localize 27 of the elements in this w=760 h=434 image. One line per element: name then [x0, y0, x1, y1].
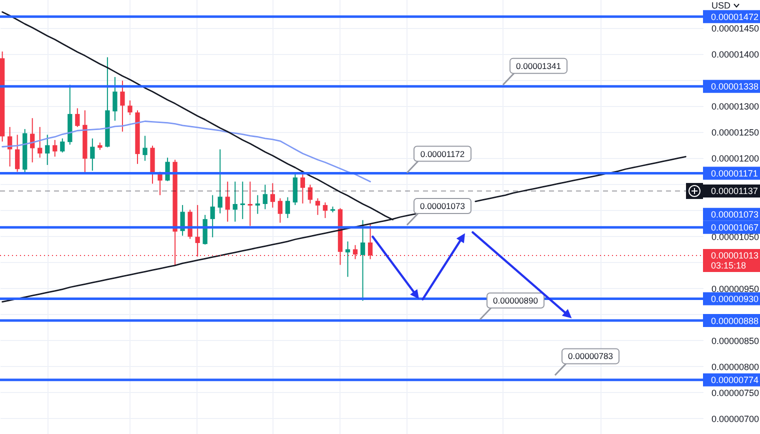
y-axis-title: USD — [712, 0, 731, 10]
ref-line-label: 0.00001472 — [711, 12, 759, 22]
ref-line-label: 0.00000888 — [711, 316, 759, 326]
y-tick-label: 0.00001400 — [712, 50, 760, 60]
annotation: 0.00000783 — [568, 351, 614, 362]
y-tick-label: 0.00001450 — [712, 24, 760, 34]
y-tick-label: 0.00000950 — [712, 284, 760, 294]
y-tick-label: 0.00000850 — [712, 336, 760, 346]
annotation: 0.00001073 — [420, 201, 466, 211]
ref-line-label: 0.00001171 — [711, 168, 758, 178]
y-tick-label: 0.00000800 — [712, 362, 760, 372]
ref-line-label: 0.00001137 — [711, 186, 758, 196]
ref-line-label: 0.00001013 03:15:18 — [711, 250, 759, 271]
annotation: 0.00001341 — [516, 60, 562, 71]
annotation: 0.00001172 — [420, 148, 465, 159]
y-tick-label: 0.00001200 — [712, 154, 760, 164]
ref-line-label: 0.00001067 — [711, 222, 759, 233]
ref-line-label: 0.00001338 — [711, 82, 759, 92]
ref-line-label: 0.00000930 — [711, 294, 759, 304]
y-tick-label: 0.00000700 — [712, 414, 760, 424]
y-tick-label: 0.00001300 — [712, 102, 760, 112]
y-tick-label: 0.00001050 — [712, 232, 760, 242]
y-tick-label: 0.00001250 — [712, 128, 760, 138]
text: 0.00001073 — [711, 210, 759, 220]
y-tick-label: 0.00000750 — [712, 388, 760, 398]
ref-line-label: 0.00000774 — [711, 375, 759, 386]
annotation: 0.00000890 — [493, 296, 538, 306]
